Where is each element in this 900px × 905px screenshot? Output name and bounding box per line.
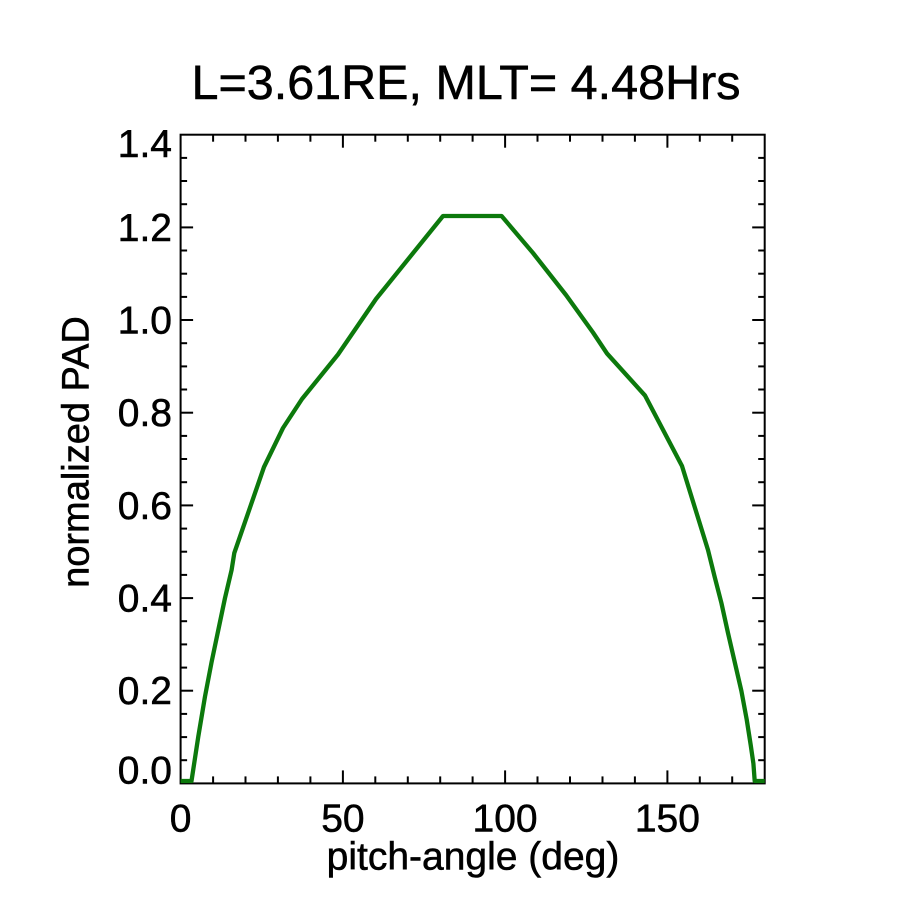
svg-text:0.4: 0.4 xyxy=(118,578,172,621)
svg-text:0: 0 xyxy=(170,798,192,841)
svg-text:1.0: 1.0 xyxy=(118,300,172,343)
svg-text:0.6: 0.6 xyxy=(118,485,172,528)
svg-text:1.4: 1.4 xyxy=(118,123,172,166)
svg-text:150: 150 xyxy=(635,798,700,841)
svg-text:0.2: 0.2 xyxy=(118,670,172,713)
svg-text:100: 100 xyxy=(473,798,538,841)
svg-text:0.8: 0.8 xyxy=(118,392,172,435)
svg-text:L=3.61RE, MLT= 4.48Hrs: L=3.61RE, MLT= 4.48Hrs xyxy=(191,56,740,110)
svg-text:normalized PAD: normalized PAD xyxy=(56,316,98,588)
svg-text:0.0: 0.0 xyxy=(118,750,172,793)
svg-text:1.2: 1.2 xyxy=(118,207,172,250)
svg-text:pitch-angle (deg): pitch-angle (deg) xyxy=(327,836,620,879)
svg-text:50: 50 xyxy=(321,798,364,841)
